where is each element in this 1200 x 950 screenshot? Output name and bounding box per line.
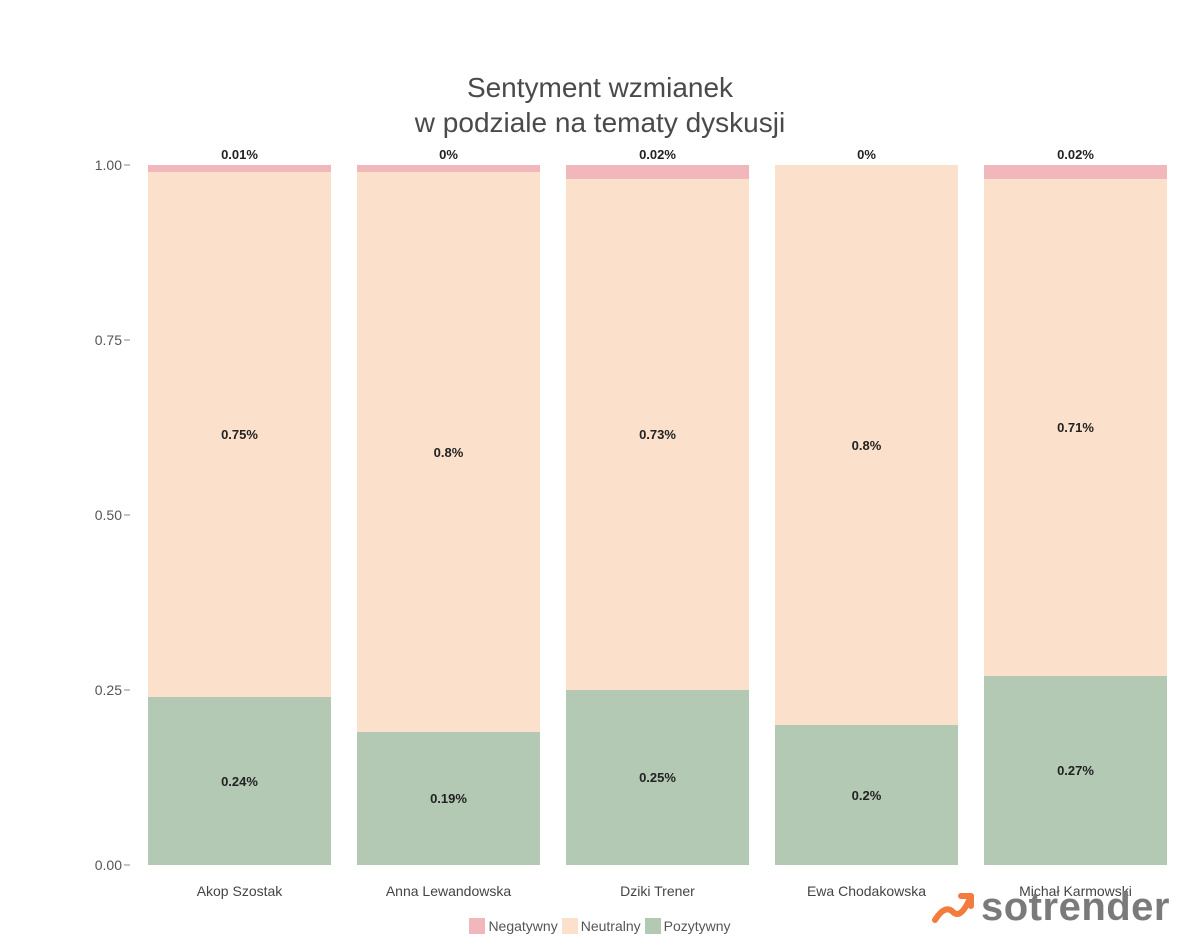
- bar-segment-negatywny: 0.02%: [566, 165, 750, 179]
- legend-label: Negatywny: [488, 918, 557, 934]
- bar-segment-label: 0.02%: [1057, 147, 1094, 162]
- bar-segment-label: 0.25%: [639, 770, 676, 785]
- legend-item-neutralny: Neutralny: [562, 918, 641, 934]
- y-tick-label: 0.50: [95, 507, 122, 523]
- bar-segment-neutralny: 0.71%: [984, 179, 1168, 676]
- brand-logo: sotrender: [931, 885, 1170, 930]
- sentiment-stacked-bar-chart: Sentyment wzmianek w podziale na tematy …: [0, 0, 1200, 950]
- x-axis-category-label: Akop Szostak: [135, 865, 344, 899]
- legend-item-pozytywny: Pozytywny: [645, 918, 731, 934]
- bar-segment-label: 0%: [439, 147, 458, 162]
- bar-slot: 0.27%0.71%0.02%Michał Karmowski: [971, 165, 1180, 865]
- bar-segment-pozytywny: 0.19%: [357, 732, 541, 865]
- bar-segment-pozytywny: 0.2%: [775, 725, 959, 865]
- bar-segment-neutralny: 0.75%: [148, 172, 332, 697]
- bar-segment-label: 0.02%: [639, 147, 676, 162]
- bar-slot: 0.24%0.75%0.01%Akop Szostak: [135, 165, 344, 865]
- bar-segment-label: 0%: [857, 147, 876, 162]
- bar-segment-label: 0.01%: [221, 147, 258, 162]
- bar-segment-label: 0.8%: [434, 445, 464, 460]
- y-tick-label: 0.00: [95, 857, 122, 873]
- bar-segment-negatywny: 0.01%: [148, 165, 332, 172]
- y-tick-mark: [124, 690, 130, 691]
- bar-segment-pozytywny: 0.25%: [566, 690, 750, 865]
- chart-title-line2: w podziale na tematy dyskusji: [415, 107, 785, 138]
- stacked-bar: 0.2%0.8%0%: [775, 165, 959, 865]
- bar-slot: 0.25%0.73%0.02%Dziki Trener: [553, 165, 762, 865]
- bar-segment-label: 0.71%: [1057, 420, 1094, 435]
- bar-segment-pozytywny: 0.27%: [984, 676, 1168, 865]
- plot-area: 0.000.250.500.751.00 0.24%0.75%0.01%Akop…: [80, 165, 1180, 865]
- bar-segment-label: 0.73%: [639, 427, 676, 442]
- bar-slot: 0.19%0.8%0%Anna Lewandowska: [344, 165, 553, 865]
- brand-arrow-icon: [931, 886, 975, 930]
- bar-segment-neutralny: 0.8%: [357, 172, 541, 732]
- y-tick-mark: [124, 165, 130, 166]
- legend-label: Pozytywny: [664, 918, 731, 934]
- x-axis-category-label: Anna Lewandowska: [344, 865, 553, 899]
- brand-text: sotrender: [981, 885, 1170, 930]
- y-tick-label: 1.00: [95, 157, 122, 173]
- bar-segment-label: 0.75%: [221, 427, 258, 442]
- bar-segment-neutralny: 0.8%: [775, 165, 959, 725]
- chart-title-line1: Sentyment wzmianek: [467, 72, 733, 103]
- bar-slot: 0.2%0.8%0%Ewa Chodakowska: [762, 165, 971, 865]
- bar-segment-label: 0.8%: [852, 438, 882, 453]
- stacked-bar: 0.19% 0.8% 0%: [357, 165, 541, 865]
- y-tick-label: 0.75: [95, 332, 122, 348]
- bar-segment-pozytywny: 0.24%: [148, 697, 332, 865]
- legend-item-negatywny: Negatywny: [469, 918, 557, 934]
- legend-swatch: [469, 918, 485, 934]
- bar-segment-label: 0.2%: [852, 788, 882, 803]
- y-tick-mark: [124, 865, 130, 866]
- bar-segment-label: 0.24%: [221, 774, 258, 789]
- y-tick-label: 0.25: [95, 682, 122, 698]
- legend-label: Neutralny: [581, 918, 641, 934]
- bars-area: 0.24%0.75%0.01%Akop Szostak0.19%0.8%0%An…: [135, 165, 1180, 865]
- legend-swatch: [645, 918, 661, 934]
- bar-segment-negatywny: 0.02%: [984, 165, 1168, 179]
- chart-title: Sentyment wzmianek w podziale na tematy …: [0, 70, 1200, 140]
- bar-segment-label: 0.19%: [430, 791, 467, 806]
- legend-swatch: [562, 918, 578, 934]
- stacked-bar: 0.27% 0.71% 0.02%: [984, 165, 1168, 865]
- y-axis: 0.000.250.500.751.00: [80, 165, 130, 865]
- y-tick-mark: [124, 340, 130, 341]
- bar-segment-negatywny: 0%: [357, 165, 541, 172]
- stacked-bar: 0.24% 0.75% 0.01%: [148, 165, 332, 865]
- stacked-bar: 0.25% 0.73% 0.02%: [566, 165, 750, 865]
- y-tick-mark: [124, 515, 130, 516]
- x-axis-category-label: Dziki Trener: [553, 865, 762, 899]
- bar-segment-label: 0.27%: [1057, 763, 1094, 778]
- bar-segment-neutralny: 0.73%: [566, 179, 750, 690]
